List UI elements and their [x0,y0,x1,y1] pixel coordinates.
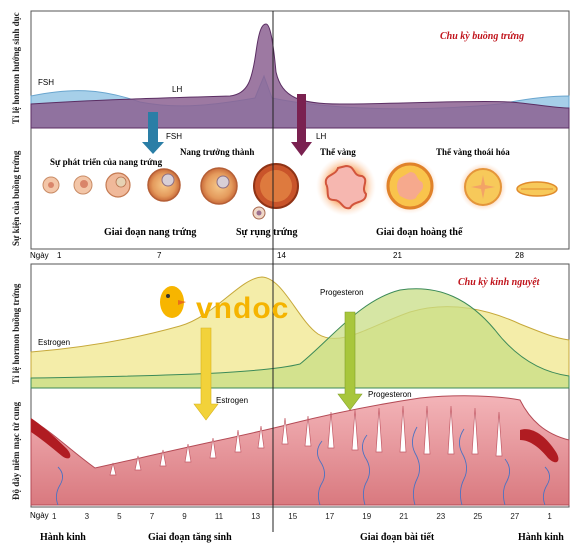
watermark-logo [160,286,186,318]
endometrial-glands [109,405,503,476]
bottom-day-tick: 1 [52,512,57,521]
corpus-luteum-label: Thể vàng [320,147,356,157]
bottom-day-tick: 3 [84,512,90,521]
progesterone-arrow [337,311,363,411]
bottom-day-tick: 23 [436,512,446,521]
bottom-day-tick: 15 [288,512,298,521]
estrogen-curve-label: Estrogen [38,338,71,347]
bottom-day-tick: 13 [251,512,261,521]
spiral-arteries [55,426,550,506]
bottom-panel-title: Chu kỳ kinh nguyệt [458,277,540,288]
lh-curve [30,23,570,129]
endometrium-axis-label: Độ dày niêm mạc tử cung [11,401,21,500]
top-day-tick: 14 [277,251,286,260]
estrogen-arrow [193,327,219,421]
watermark-text: vndoc [196,292,290,325]
bottom-day-tick: 7 [149,512,155,521]
bottom-day-tick: 19 [362,512,372,521]
top-day-label: Ngày [30,251,49,260]
corpus-luteum-stages [316,156,558,216]
follicle-stages [42,163,299,220]
top-panel-title: Chu kỳ buồng trứng [440,31,525,42]
lh-arrow-label: LH [316,132,327,141]
menstrual-tissue-left [31,418,71,459]
lh-curve-label: LH [172,85,183,94]
menstruation-start-label: Hành kinh [40,532,86,543]
bottom-hormone-axis-label: Tỉ lệ hormon buồng trứng [11,283,21,384]
bottom-day-tick: 11 [214,512,224,521]
top-events-axis-label: Sự kiện của buồng trứng [11,150,21,246]
menstrual-tissue-right [520,429,559,463]
fsh-arrow [142,112,164,154]
ovulation-label: Sự rụng trứng [236,227,298,238]
top-day-tick: 7 [157,251,162,260]
progesterone-arrow-label: Progesteron [368,390,412,399]
lh-arrow [291,94,312,156]
top-day-tick: 1 [57,251,62,260]
top-hormone-axis-label: Tỉ lệ hormon hướng sinh dục [11,12,21,124]
bottom-day-tick: 25 [473,512,483,521]
fsh-arrow-label: FSH [166,132,182,141]
progesterone-curve-label: Progesteron [320,288,364,297]
estrogen-arrow-label: Estrogen [216,396,249,405]
bottom-day-tick: 17 [325,512,335,521]
secretory-phase-label: Giai đoạn bài tiết [360,532,435,543]
bottom-day-tick: 9 [182,512,187,521]
degenerating-corpus-label: Thể vàng thoái hóa [436,147,510,157]
top-day-tick: 21 [393,251,402,260]
bottom-day-tick: 27 [510,512,520,521]
endometrium-layer [30,395,570,506]
mature-follicle-label: Nang trưởng thành [180,147,255,157]
follicular-phase-label: Giai đoạn nang trứng [104,227,197,238]
bottom-day-tick: 1 [547,512,552,521]
proliferative-phase-label: Giai đoạn tăng sinh [148,532,232,543]
top-panel-frame [30,10,570,250]
menstruation-end-label: Hành kinh [518,532,564,543]
bottom-day-ticks: 1 3 5 7 9 11 13 15 17 19 21 23 25 27 1 [52,512,552,521]
bottom-day-label: Ngày [30,511,49,520]
fsh-curve-label: FSH [38,78,54,87]
luteal-phase-label: Giai đoạn hoàng thể [376,227,463,238]
bottom-day-tick: 21 [399,512,409,521]
top-day-tick: 28 [515,251,524,260]
bottom-day-tick: 5 [117,512,122,521]
follicle-growth-label: Sự phát triển của nang trứng [50,157,163,167]
